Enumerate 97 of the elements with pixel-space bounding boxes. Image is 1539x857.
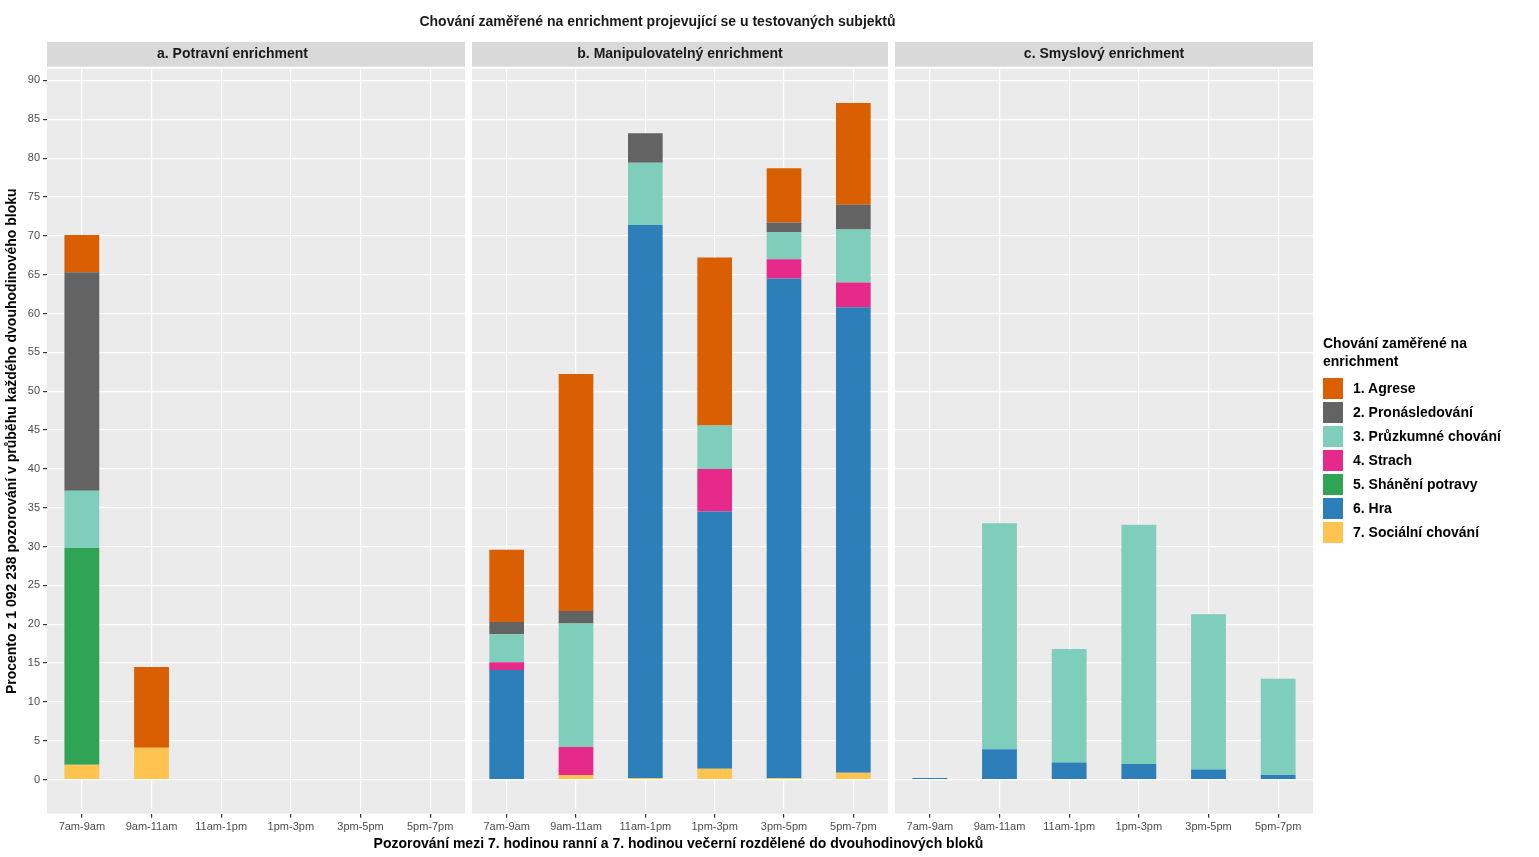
legend-label: 2. Pronásledování: [1353, 403, 1473, 421]
bar: [1191, 769, 1226, 780]
bar: [489, 634, 524, 663]
x-tick-label: 7am-9am: [483, 820, 530, 833]
x-tick-label: 7am-9am: [58, 820, 106, 833]
y-tick-label: 35: [27, 500, 41, 513]
bar: [766, 231, 802, 260]
y-tick-label: 40: [27, 461, 41, 474]
y-tick-label: 90: [27, 73, 41, 86]
bar: [558, 774, 594, 780]
x-tick-label: 1pm-3pm: [267, 820, 315, 833]
bar: [697, 468, 732, 512]
bar: [766, 168, 802, 223]
x-tick-label: 1pm-3pm: [691, 820, 738, 833]
x-tick-label: 5pm-7pm: [830, 820, 877, 833]
bar: [1121, 764, 1157, 780]
bar: [836, 772, 871, 780]
y-tick-label: 70: [27, 228, 41, 241]
legend-label: 4. Strach: [1353, 451, 1413, 469]
y-tick-label: 65: [27, 267, 41, 280]
x-tick-label: 1pm-3pm: [1115, 820, 1163, 833]
bar: [697, 511, 732, 769]
x-tick-label: 3pm-5pm: [1185, 820, 1232, 833]
x-tick-label: 11am-1pm: [195, 820, 248, 833]
bar: [1121, 524, 1157, 765]
bar: [836, 282, 871, 308]
x-axis-title: Pozorování mezi 7. hodinou ranní a 7. hodinou večerní rozdělené do dvouhodinových bloků: [373, 835, 984, 851]
x-tick-label: 9am-11am: [973, 820, 1026, 833]
bar: [558, 374, 594, 612]
bar: [836, 307, 871, 773]
chart-title: b. Manipulovatelný enrichment: [577, 45, 784, 62]
bar: [489, 662, 524, 671]
bar: [982, 523, 1017, 750]
bar: [558, 746, 594, 775]
bar: [628, 162, 663, 225]
text: Chování zaměřené na enrichment projevující se u testovaných subjektů: [419, 13, 896, 29]
bar: [1051, 762, 1087, 780]
y-tick-label: 75: [27, 190, 41, 203]
bar: [134, 666, 169, 748]
bar: [558, 623, 594, 747]
bar: [1191, 614, 1226, 770]
bar: [64, 548, 100, 765]
bar: [836, 229, 871, 283]
bar: [64, 764, 100, 780]
legend-label: 7. Sociální chování: [1353, 523, 1480, 541]
legend-title: Chování zaměřené na enrichment: [1323, 333, 1468, 370]
bar: [766, 278, 802, 779]
y-tick-label: 15: [27, 656, 41, 669]
bar: [1051, 649, 1087, 763]
y-tick-label: 5: [33, 733, 41, 746]
bar: [628, 224, 663, 779]
y-tick-label: 20: [27, 617, 41, 630]
bar: [697, 257, 732, 426]
x-tick-label: 3pm-5pm: [760, 820, 808, 833]
x-tick-label: 7am-9am: [906, 820, 954, 833]
y-tick-label: 45: [27, 423, 41, 436]
bar: [489, 549, 524, 622]
bar: [697, 425, 732, 469]
y-tick-label: 25: [27, 578, 41, 591]
bar: [489, 670, 524, 780]
bar: [766, 222, 802, 232]
bar: [558, 611, 594, 624]
x-tick-label: 9am-11am: [125, 820, 178, 833]
bar: [836, 204, 871, 230]
legend-label: 6. Hra: [1353, 499, 1392, 517]
y-tick-label: 50: [27, 384, 41, 397]
y-tick-label: 30: [27, 539, 41, 552]
bar: [1260, 774, 1296, 780]
bar: [1260, 678, 1296, 775]
y-tick-label: 80: [27, 151, 41, 164]
chart-title: c. Smyslový enrichment: [1023, 45, 1185, 62]
bar: [766, 259, 802, 279]
y-tick-label: 60: [27, 306, 41, 319]
bar: [134, 747, 169, 780]
bar: [628, 133, 663, 163]
x-tick-label: 3pm-5pm: [337, 820, 384, 833]
x-tick-label: 9am-11am: [550, 820, 602, 833]
bar: [489, 621, 524, 635]
y-axis-title: Procento z 1 092 238 pozorování v průběhu každého dvouhodinového bloku: [3, 188, 20, 695]
legend-label: 3. Průzkumné chování: [1353, 427, 1501, 445]
legend-label: 5. Shánění potravy: [1353, 475, 1478, 493]
x-tick-label: 5pm-7pm: [1254, 820, 1302, 833]
bar: [982, 749, 1017, 780]
x-tick-label: 11am-1pm: [1043, 820, 1096, 833]
x-tick-label: 11am-1pm: [619, 820, 672, 833]
bar: [64, 235, 100, 273]
bar: [64, 490, 100, 549]
chart-title: a. Potravní enrichment: [157, 45, 309, 62]
y-tick-label: 85: [27, 112, 41, 125]
y-tick-label: 10: [27, 694, 41, 707]
bar: [697, 768, 732, 780]
legend-label: 1. Agrese: [1353, 379, 1416, 397]
y-tick-label: 0: [33, 772, 41, 785]
x-tick-label: 5pm-7pm: [406, 820, 454, 833]
bar: [64, 272, 100, 491]
bar: [836, 102, 871, 205]
y-tick-label: 55: [27, 345, 41, 358]
